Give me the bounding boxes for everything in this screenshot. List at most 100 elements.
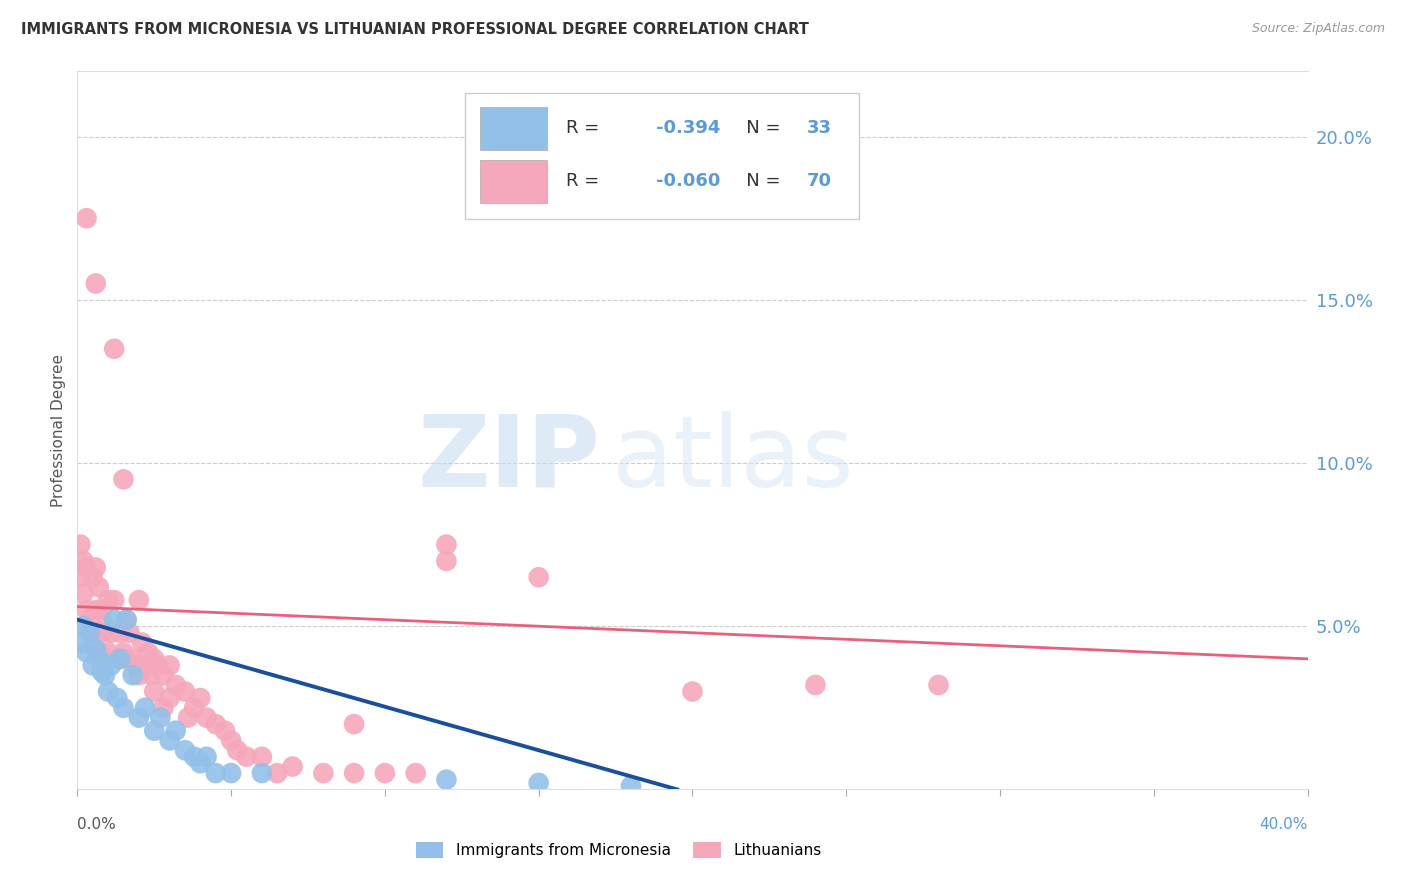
Point	[159, 733, 181, 747]
Point	[214, 723, 236, 738]
Point	[165, 678, 187, 692]
Point	[112, 472, 135, 486]
Point	[90, 625, 114, 640]
Text: R =: R =	[565, 172, 605, 190]
Point	[143, 652, 166, 666]
Text: IMMIGRANTS FROM MICRONESIA VS LITHUANIAN PROFESSIONAL DEGREE CORRELATION CHART: IMMIGRANTS FROM MICRONESIA VS LITHUANIAN…	[21, 22, 808, 37]
Point	[82, 570, 104, 584]
Point	[620, 779, 643, 793]
Point	[84, 277, 107, 291]
Point	[174, 743, 197, 757]
Point	[103, 593, 125, 607]
Point	[266, 766, 288, 780]
Point	[343, 717, 366, 731]
Text: 33: 33	[807, 120, 832, 137]
Point	[105, 691, 128, 706]
Point	[97, 645, 120, 659]
Point	[76, 560, 98, 574]
Point	[87, 580, 110, 594]
Point	[235, 749, 257, 764]
Point	[82, 625, 104, 640]
Text: ZIP: ZIP	[418, 410, 600, 508]
Point	[87, 652, 110, 666]
Point	[165, 723, 187, 738]
Point	[79, 625, 101, 640]
Legend: Immigrants from Micronesia, Lithuanians: Immigrants from Micronesia, Lithuanians	[409, 836, 828, 864]
Point	[374, 766, 396, 780]
Point	[436, 538, 458, 552]
Point	[149, 710, 172, 724]
Point	[100, 658, 122, 673]
Point	[72, 586, 94, 600]
Text: N =: N =	[730, 172, 786, 190]
Text: 40.0%: 40.0%	[1260, 817, 1308, 831]
Point	[128, 668, 150, 682]
Point	[152, 668, 174, 682]
Point	[69, 635, 91, 649]
Point	[436, 554, 458, 568]
Point	[82, 658, 104, 673]
Point	[405, 766, 427, 780]
Point	[143, 684, 166, 698]
Point	[183, 701, 205, 715]
Point	[84, 642, 107, 657]
Point	[682, 684, 704, 698]
Point	[174, 684, 197, 698]
Point	[250, 749, 273, 764]
Point	[250, 766, 273, 780]
Text: 70: 70	[807, 172, 832, 190]
Point	[219, 766, 242, 780]
Point	[118, 625, 141, 640]
Point	[527, 776, 550, 790]
Point	[141, 668, 163, 682]
Point	[143, 723, 166, 738]
Point	[527, 570, 550, 584]
Point	[343, 766, 366, 780]
Point	[97, 593, 120, 607]
FancyBboxPatch shape	[479, 107, 547, 151]
Point	[183, 749, 205, 764]
Y-axis label: Professional Degree: Professional Degree	[51, 354, 66, 507]
Point	[121, 668, 143, 682]
Point	[112, 701, 135, 715]
Point	[69, 538, 91, 552]
Point	[72, 554, 94, 568]
Point	[103, 613, 125, 627]
Point	[90, 665, 114, 679]
Point	[195, 710, 218, 724]
Point	[76, 645, 98, 659]
Text: -0.060: -0.060	[655, 172, 720, 190]
Point	[76, 211, 98, 226]
Point	[146, 658, 169, 673]
Point	[115, 613, 138, 627]
Point	[125, 658, 148, 673]
Point	[94, 619, 117, 633]
Point	[226, 743, 249, 757]
Point	[69, 570, 91, 584]
Text: N =: N =	[730, 120, 786, 137]
Point	[134, 701, 156, 715]
Point	[281, 759, 304, 773]
Point	[159, 658, 181, 673]
Point	[105, 652, 128, 666]
Point	[131, 635, 153, 649]
Point	[112, 652, 135, 666]
Point	[112, 645, 135, 659]
Point	[136, 645, 159, 659]
Point	[115, 613, 138, 627]
Point	[128, 593, 150, 607]
Point	[110, 625, 132, 640]
Point	[159, 691, 181, 706]
Point	[72, 619, 94, 633]
Point	[100, 625, 122, 640]
Point	[188, 756, 212, 771]
Point	[76, 603, 98, 617]
Point	[928, 678, 950, 692]
Point	[152, 701, 174, 715]
FancyBboxPatch shape	[465, 93, 859, 219]
Point	[188, 691, 212, 706]
Point	[204, 717, 226, 731]
Point	[84, 603, 107, 617]
Point	[94, 668, 117, 682]
Point	[87, 645, 110, 659]
